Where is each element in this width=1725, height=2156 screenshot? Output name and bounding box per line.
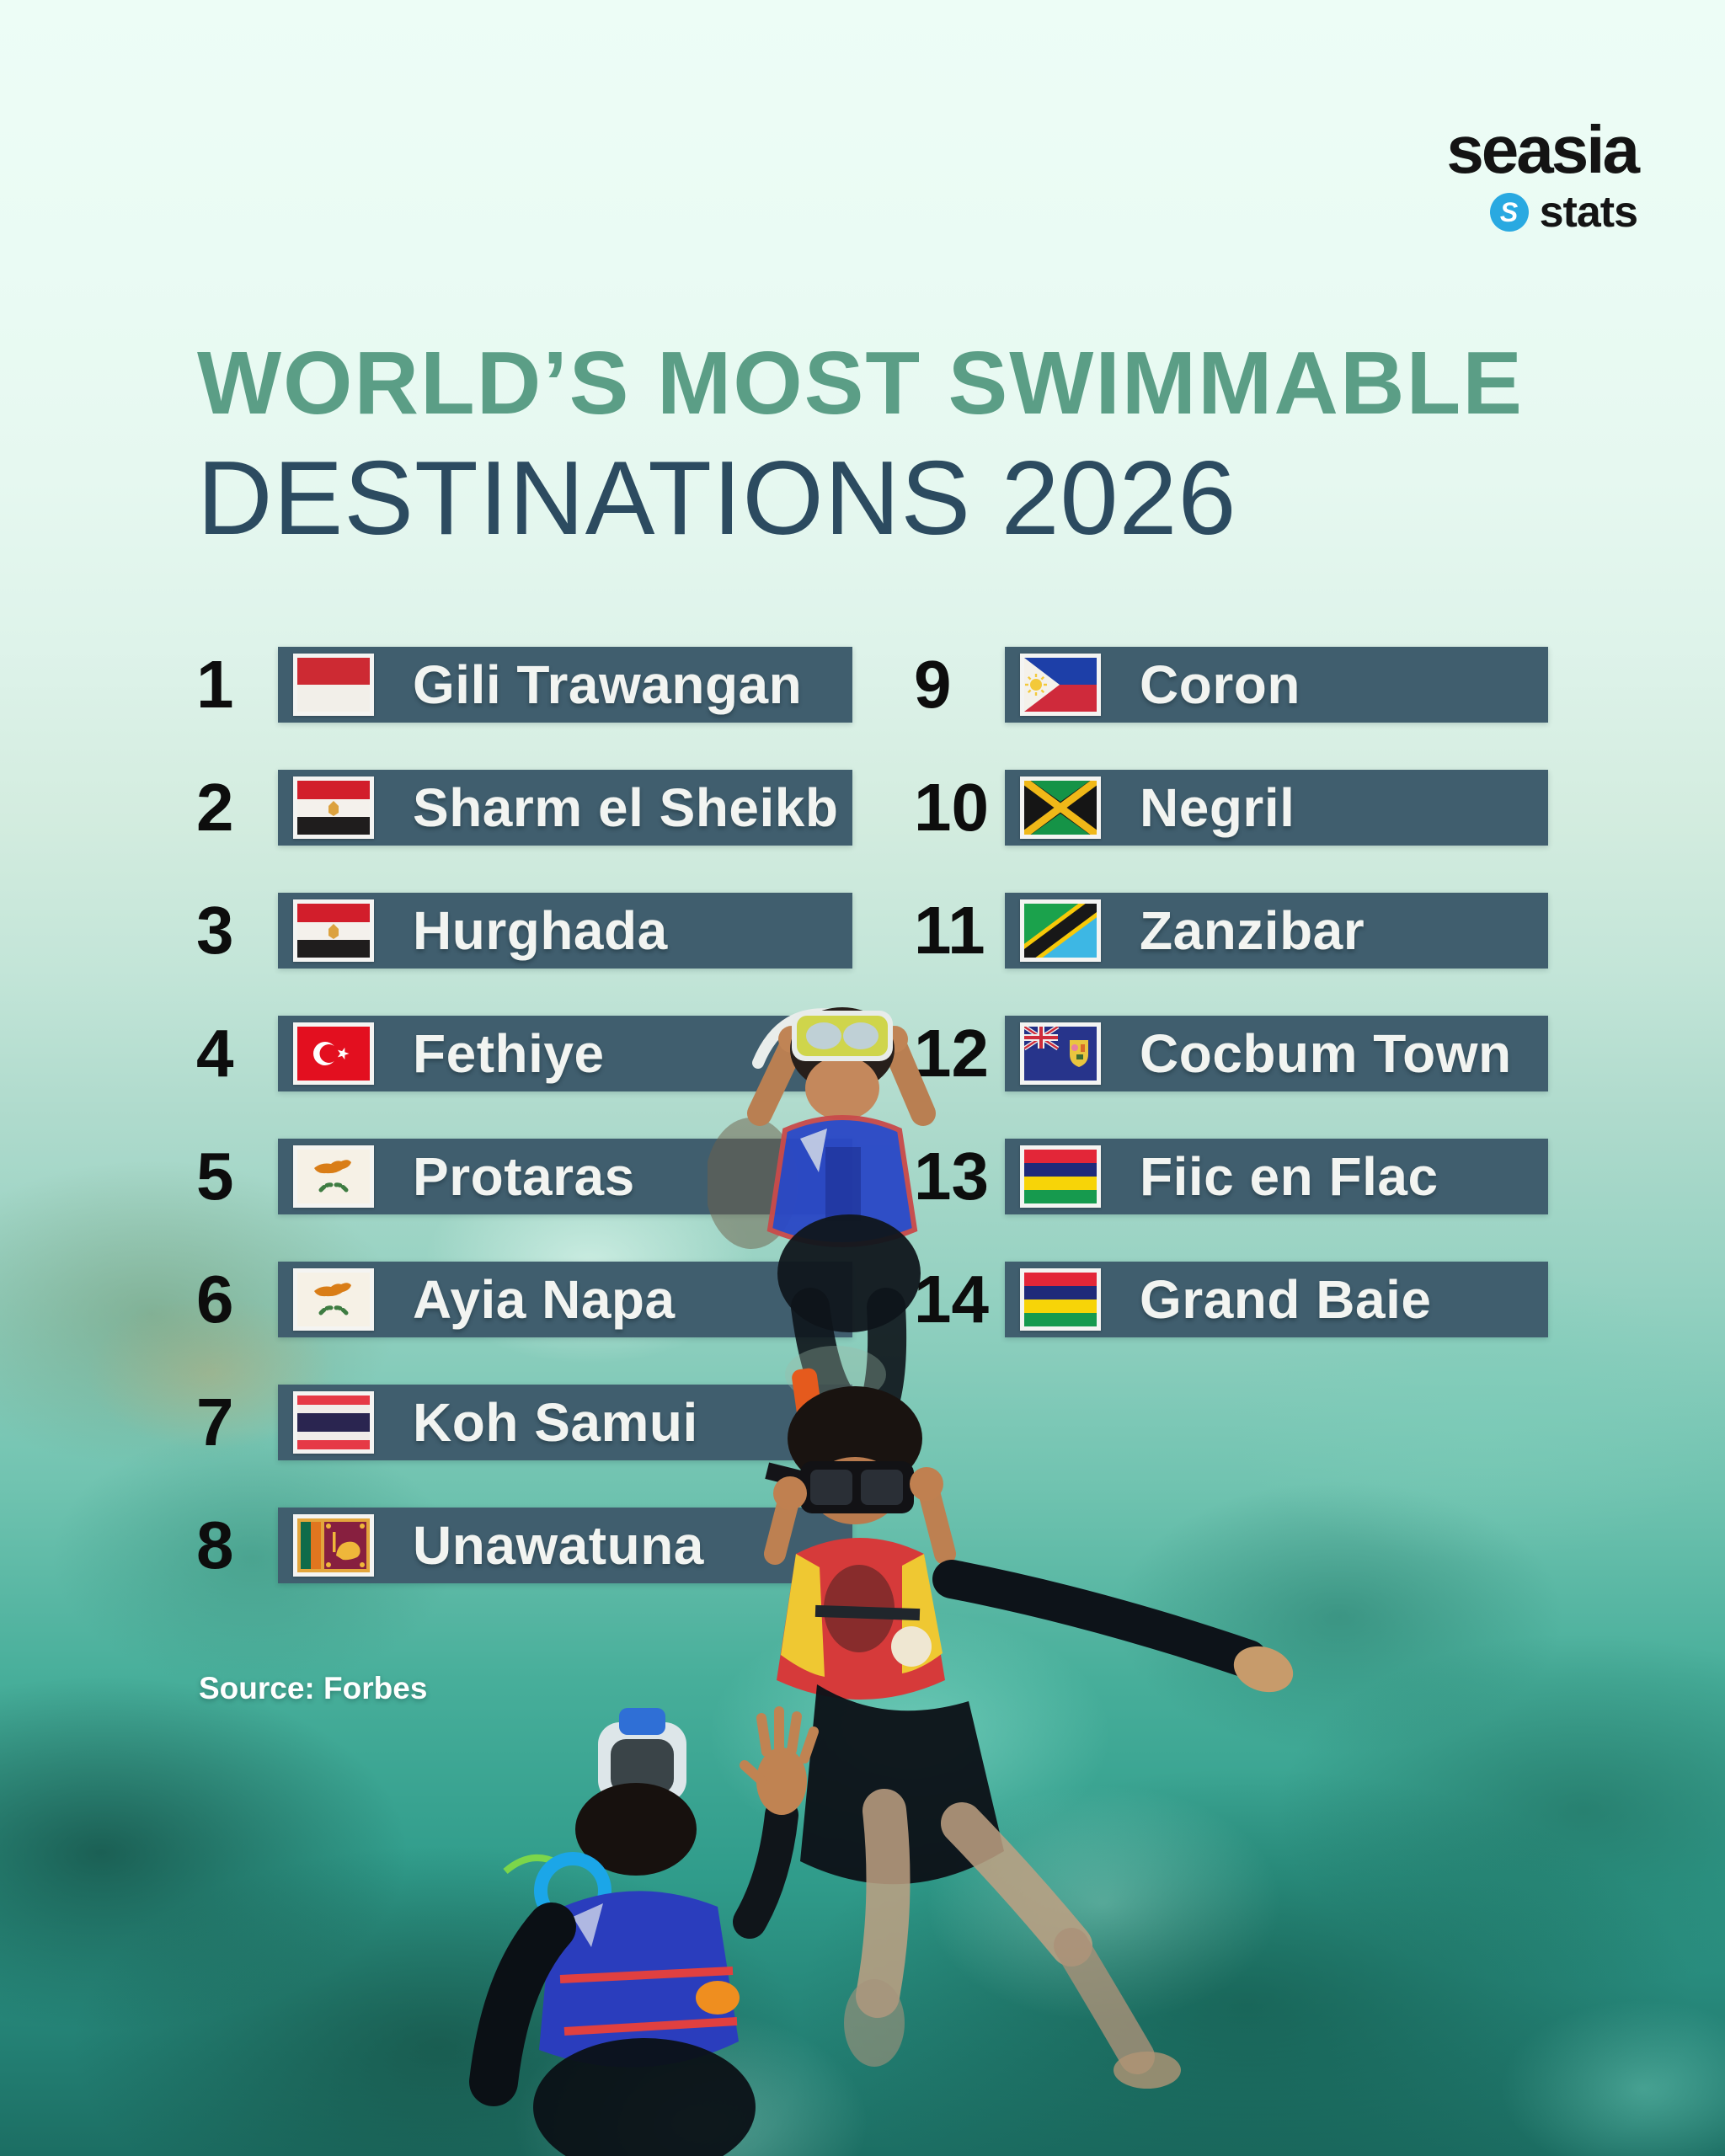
- ranking-column-left: 1 Gili Trawangan 2 Sharm el Sheikb 3 Hurghada…: [196, 647, 852, 1630]
- destination-bar: Coron: [1005, 647, 1548, 723]
- rank-number: 1: [196, 647, 234, 722]
- flag-egypt-icon: [293, 776, 374, 839]
- destination-label: Protaras: [413, 1146, 635, 1207]
- ranking-row: 14 Grand Baie: [914, 1262, 1548, 1337]
- flag-turkey-icon: [293, 1022, 374, 1085]
- title-line2: DESTINATIONS 2026: [197, 440, 1237, 557]
- rank-number: 3: [196, 893, 234, 968]
- destination-bar: Unawatuna: [278, 1508, 852, 1583]
- destination-label: Negril: [1140, 777, 1295, 838]
- destination-bar: Cocbum Town: [1005, 1016, 1548, 1091]
- destination-label: Ayia Napa: [413, 1269, 676, 1330]
- rank-number: 2: [196, 770, 234, 845]
- destination-label: Koh Samui: [413, 1392, 698, 1453]
- rank-number: 7: [196, 1385, 234, 1460]
- source-credit: Source: Forbes: [199, 1671, 428, 1705]
- destination-label: Fethiye: [413, 1023, 605, 1084]
- rank-number: 5: [196, 1139, 234, 1214]
- ranking-row: 5 Protaras: [196, 1139, 852, 1214]
- rank-number: 8: [196, 1508, 234, 1582]
- ranking-row: 10 Negril: [914, 770, 1548, 846]
- flag-jamaica-icon: [1020, 776, 1101, 839]
- ranking-row: 12 Cocbum Town: [914, 1016, 1548, 1091]
- destination-bar: Fiic en Flac: [1005, 1139, 1548, 1214]
- destination-bar: Protaras: [278, 1139, 852, 1214]
- destination-bar: Fethiye: [278, 1016, 852, 1091]
- brand-logo: seasia S stats: [1446, 112, 1640, 237]
- destination-bar: Negril: [1005, 770, 1548, 846]
- ranking-row: 9 Coron: [914, 647, 1548, 723]
- flag-sri-lanka-icon: [293, 1514, 374, 1577]
- brand-name: seasia: [1446, 112, 1640, 187]
- ranking-row: 8 Unawatuna: [196, 1508, 852, 1583]
- ranking-row: 7 Koh Samui: [196, 1385, 852, 1460]
- destination-bar: Hurghada: [278, 893, 852, 969]
- snorkeler-photo-3: [469, 1706, 819, 2156]
- ranking-row: 3 Hurghada: [196, 893, 852, 969]
- destination-bar: Grand Baie: [1005, 1262, 1548, 1337]
- flag-philippines-icon: [1020, 654, 1101, 716]
- flag-cyprus-icon: [293, 1145, 374, 1208]
- rank-number: 4: [196, 1016, 234, 1091]
- destination-label: Zanzibar: [1140, 900, 1365, 961]
- destination-label: Fiic en Flac: [1140, 1146, 1439, 1207]
- flag-tanzania-icon: [1020, 899, 1101, 962]
- destination-label: Gili Trawangan: [413, 654, 803, 715]
- flag-turks-caicos-icon: [1020, 1022, 1101, 1085]
- flag-indonesia-icon: [293, 654, 374, 716]
- flag-egypt-icon: [293, 899, 374, 962]
- destination-bar: Gili Trawangan: [278, 647, 852, 723]
- destination-label: Cocbum Town: [1140, 1023, 1512, 1084]
- ranking-row: 1 Gili Trawangan: [196, 647, 852, 723]
- flag-mauritius-icon: [1020, 1145, 1101, 1208]
- rank-number: 11: [914, 893, 985, 968]
- rank-number: 6: [196, 1262, 234, 1337]
- rank-number: 13: [914, 1139, 989, 1214]
- destination-label: Coron: [1140, 654, 1300, 715]
- brand-sub: S stats: [1446, 187, 1638, 237]
- ranking-row: 4 Fethiye: [196, 1016, 852, 1091]
- flag-mauritius-icon: [1020, 1268, 1101, 1331]
- destination-bar: Ayia Napa: [278, 1262, 852, 1337]
- destination-bar: Zanzibar: [1005, 893, 1548, 969]
- rank-number: 9: [914, 647, 952, 722]
- destination-label: Unawatuna: [413, 1515, 704, 1576]
- brand-stats-label: stats: [1539, 188, 1638, 237]
- ranking-column-right: 9 Coron 10 Negril 11 Zanzibar 12 Cocbum Town 13 F…: [914, 647, 1548, 1385]
- ranking-row: 13 Fiic en Flac: [914, 1139, 1548, 1214]
- ranking-row: 6 Ayia Napa: [196, 1262, 852, 1337]
- title-line1: WORLD’S MOST SWIMMABLE: [197, 334, 1524, 433]
- destination-label: Sharm el Sheikb: [413, 777, 839, 838]
- destination-label: Grand Baie: [1140, 1269, 1432, 1330]
- destination-label: Hurghada: [413, 900, 668, 961]
- ranking-row: 11 Zanzibar: [914, 893, 1548, 969]
- destination-bar: Sharm el Sheikb: [278, 770, 852, 846]
- ranking-row: 2 Sharm el Sheikb: [196, 770, 852, 846]
- destination-bar: Koh Samui: [278, 1385, 852, 1460]
- rank-number: 12: [914, 1016, 989, 1091]
- page-title: WORLD’S MOST SWIMMABLE DESTINATIONS 2026: [197, 339, 1524, 551]
- rank-number: 14: [914, 1262, 989, 1337]
- rank-number: 10: [914, 770, 989, 845]
- flag-cyprus-icon: [293, 1268, 374, 1331]
- seasia-s-circle-icon: S: [1489, 193, 1529, 232]
- flag-thailand-icon: [293, 1391, 374, 1454]
